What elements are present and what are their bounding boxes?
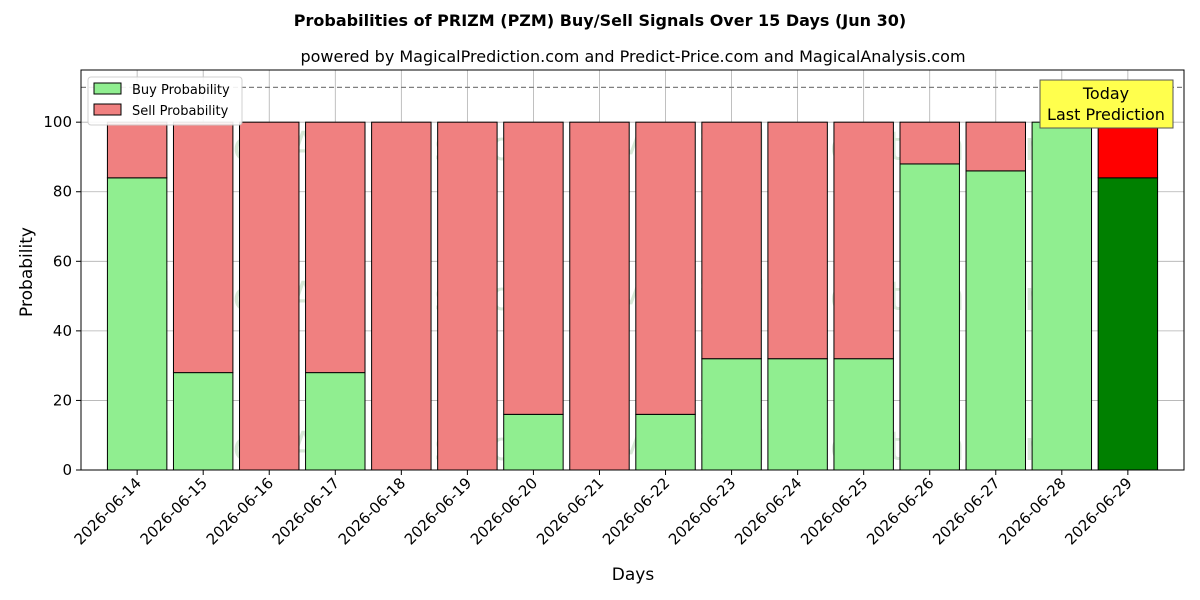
bar-buy [635,413,696,471]
bar-sell [172,121,234,374]
annotation-line2: Last Prediction [1047,105,1165,124]
x-tick-label: 2026-06-15 [137,474,211,548]
bar-buy [305,372,366,471]
legend-buy-swatch [93,82,122,95]
x-tick-label: 2026-06-27 [929,474,1003,548]
y-tick-label: 20 [53,391,72,409]
x-tick-label: 2026-06-18 [335,474,409,548]
bar-sell [1097,121,1159,179]
bar-buy [899,163,960,471]
bar-buy [1097,177,1159,471]
x-tick-label: 2026-06-19 [401,474,475,548]
legend: Buy Probability Sell Probability [87,76,243,126]
y-axis-label: Probability [17,227,37,317]
x-tick-label: 2026-06-25 [797,474,871,548]
bar-sell [239,121,300,471]
y-tick-label: 100 [43,113,72,131]
bar-buy [172,372,234,471]
legend-sell-label: Sell Probability [132,104,229,119]
x-tick-label: 2026-06-23 [665,474,739,548]
legend-sell-swatch [93,103,122,116]
bar-sell [833,121,894,360]
bar-sell [305,121,366,374]
x-tick-label: 2026-06-22 [599,474,673,548]
bar-sell [899,121,960,165]
x-tick-label: 2026-06-26 [863,474,937,548]
x-axis-ticks: 2026-06-142026-06-152026-06-162026-06-17… [71,470,1136,548]
bar-buy [106,177,168,471]
x-axis-label: Days [612,565,655,585]
x-tick-label: 2026-06-24 [731,474,805,548]
bar-sell [965,121,1026,172]
y-tick-label: 40 [53,322,72,340]
x-tick-label: 2026-06-28 [995,474,1069,548]
annotation-line1: Today [1082,84,1129,103]
bar-sell [371,121,432,471]
bars [106,121,1159,471]
x-tick-label: 2026-06-20 [467,474,541,548]
x-tick-label: 2026-06-29 [1061,474,1135,548]
y-tick-label: 0 [62,461,72,479]
bar-sell [635,121,696,415]
bar-sell [503,121,564,415]
chart-subtitle: powered by MagicalPrediction.com and Pre… [300,47,965,66]
x-tick-label: 2026-06-21 [533,474,607,548]
legend-buy-label: Buy Probability [132,83,230,98]
bar-buy [701,358,762,471]
y-tick-label: 80 [53,183,72,201]
y-axis-ticks: 0 20 40 60 80 100 [43,113,81,479]
bar-sell [569,121,630,471]
plot-area-frame [80,69,1185,471]
bar-sell [767,121,828,360]
bar-buy [767,358,828,471]
x-tick-label: 2026-06-17 [269,474,343,548]
annotation-box [1039,79,1174,129]
bar-buy [1031,121,1093,471]
chart-title: Probabilities of PRIZM (PZM) Buy/Sell Si… [294,11,906,30]
x-tick-label: 2026-06-16 [203,474,277,548]
bar-sell [701,121,762,360]
y-tick-label: 60 [53,252,72,270]
bar-buy [833,358,894,471]
bar-buy [965,170,1026,471]
bar-sell [106,121,168,179]
legend-box [87,76,243,126]
today-annotation: Today Last Prediction [1039,79,1174,129]
bar-sell [437,121,498,471]
x-tick-label: 2026-06-14 [71,474,145,548]
bar-buy [503,413,564,471]
